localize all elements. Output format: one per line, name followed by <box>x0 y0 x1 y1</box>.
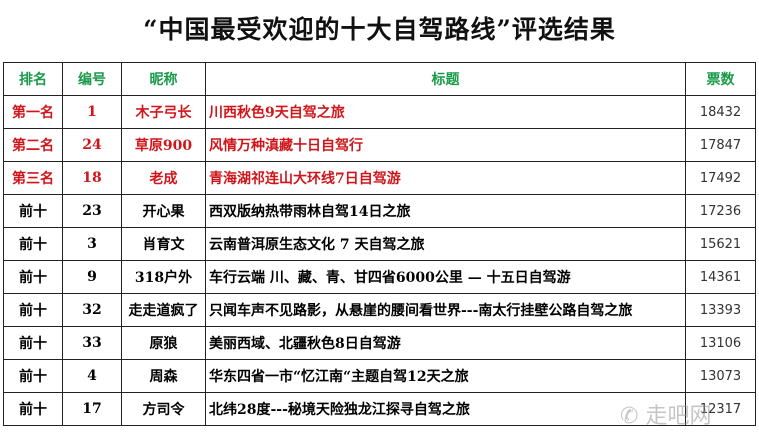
cell-votes: 17847 <box>685 128 756 162</box>
cell-title: 只闻车声不见路影，从悬崖的腰间看世界---南太行挂壁公路自驾之旅 <box>205 293 686 327</box>
cell-rank: 前十 <box>3 392 63 426</box>
header-rank: 排名 <box>3 62 63 96</box>
cell-nickname: 周森 <box>121 359 206 393</box>
cell-votes: 15621 <box>685 227 756 261</box>
cell-title: 风情万种滇藏十日自驾行 <box>205 128 686 162</box>
cell-votes: 14361 <box>685 260 756 294</box>
cell-title: 云南普洱原生态文化 7 天自驾之旅 <box>205 227 686 261</box>
cell-votes: 13073 <box>685 359 756 393</box>
cell-rank: 前十 <box>3 326 63 360</box>
cell-nickname: 木子弓长 <box>121 95 206 129</box>
cell-votes: 17236 <box>685 194 756 228</box>
cell-rank: 前十 <box>3 293 63 327</box>
cell-votes: 13393 <box>685 293 756 327</box>
cell-title: 西双版纳热带雨林自驾14日之旅 <box>205 194 686 228</box>
cell-nickname: 草原900 <box>121 128 206 162</box>
cell-number: 1 <box>62 95 122 129</box>
header-number: 编号 <box>62 62 122 96</box>
cell-title: 车行云端 川、藏、青、甘四省6000公里 — 十五日自驾游 <box>205 260 686 294</box>
header-nickname: 昵称 <box>121 62 206 96</box>
cell-rank: 前十 <box>3 359 63 393</box>
table-row: 前十 32 走走道疯了 只闻车声不见路影，从悬崖的腰间看世界---南太行挂壁公路自驾之… <box>3 293 756 327</box>
cell-votes: 18432 <box>685 95 756 129</box>
cell-number: 9 <box>62 260 122 294</box>
results-table: 排名 编号 昵称 标题 票数 第一名 1 木子弓长 川西秋色9天自驾之旅 18432 第二… <box>3 62 756 426</box>
cell-title: 川西秋色9天自驾之旅 <box>205 95 686 129</box>
cell-number: 4 <box>62 359 122 393</box>
table-row: 前十 23 开心果 西双版纳热带雨林自驾14日之旅 17236 <box>3 194 756 228</box>
cell-nickname: 318户外 <box>121 260 206 294</box>
table-row: 前十 9 318户外 车行云端 川、藏、青、甘四省6000公里 — 十五日自驾游 143… <box>3 260 756 294</box>
cell-nickname: 走走道疯了 <box>121 293 206 327</box>
cell-title: 美丽西域、北疆秋色8日自驾游 <box>205 326 686 360</box>
cell-nickname: 方司令 <box>121 392 206 426</box>
table-row: 第三名 18 老成 青海湖祁连山大环线7日自驾游 17492 <box>3 161 756 195</box>
cell-votes: 12317 <box>685 392 756 426</box>
cell-nickname: 老成 <box>121 161 206 195</box>
table-row: 前十 17 方司令 北纬28度---秘境天险独龙江探寻自驾之旅 12317 <box>3 392 756 426</box>
cell-rank: 前十 <box>3 227 63 261</box>
table-row: 前十 3 肖育文 云南普洱原生态文化 7 天自驾之旅 15621 <box>3 227 756 261</box>
page-title: “中国最受欢迎的十大自驾路线”评选结果 <box>143 15 616 44</box>
header-title: 标题 <box>205 62 686 96</box>
table-row: 前十 33 原狼 美丽西域、北疆秋色8日自驾游 13106 <box>3 326 756 360</box>
cell-number: 24 <box>62 128 122 162</box>
cell-number: 23 <box>62 194 122 228</box>
watermark-text: 走吧网 <box>645 404 712 429</box>
cell-title: 华东四省一市“忆江南“主题自驾12天之旅 <box>205 359 686 393</box>
cell-nickname: 开心果 <box>121 194 206 228</box>
header-row: 排名 编号 昵称 标题 票数 <box>3 62 756 96</box>
table-row: 前十 4 周森 华东四省一市“忆江南“主题自驾12天之旅 13073 <box>3 359 756 393</box>
header-votes: 票数 <box>685 62 756 96</box>
cell-rank: 第三名 <box>3 161 63 195</box>
cell-number: 33 <box>62 326 122 360</box>
cell-rank: 前十 <box>3 260 63 294</box>
cell-rank: 前十 <box>3 194 63 228</box>
cell-votes: 13106 <box>685 326 756 360</box>
cell-nickname: 肖育文 <box>121 227 206 261</box>
cell-title: 北纬28度---秘境天险独龙江探寻自驾之旅 <box>205 392 686 426</box>
watermark-logo: ✆ 走吧网 <box>620 404 712 429</box>
cell-number: 32 <box>62 293 122 327</box>
cell-rank: 第一名 <box>3 95 63 129</box>
cell-rank: 第二名 <box>3 128 63 162</box>
table-row: 第二名 24 草原900 风情万种滇藏十日自驾行 17847 <box>3 128 756 162</box>
cell-number: 3 <box>62 227 122 261</box>
cell-number: 18 <box>62 161 122 195</box>
cell-title: 青海湖祁连山大环线7日自驾游 <box>205 161 686 195</box>
cell-nickname: 原狼 <box>121 326 206 360</box>
table-row: 第一名 1 木子弓长 川西秋色9天自驾之旅 18432 <box>3 95 756 129</box>
cell-votes: 17492 <box>685 161 756 195</box>
cell-number: 17 <box>62 392 122 426</box>
